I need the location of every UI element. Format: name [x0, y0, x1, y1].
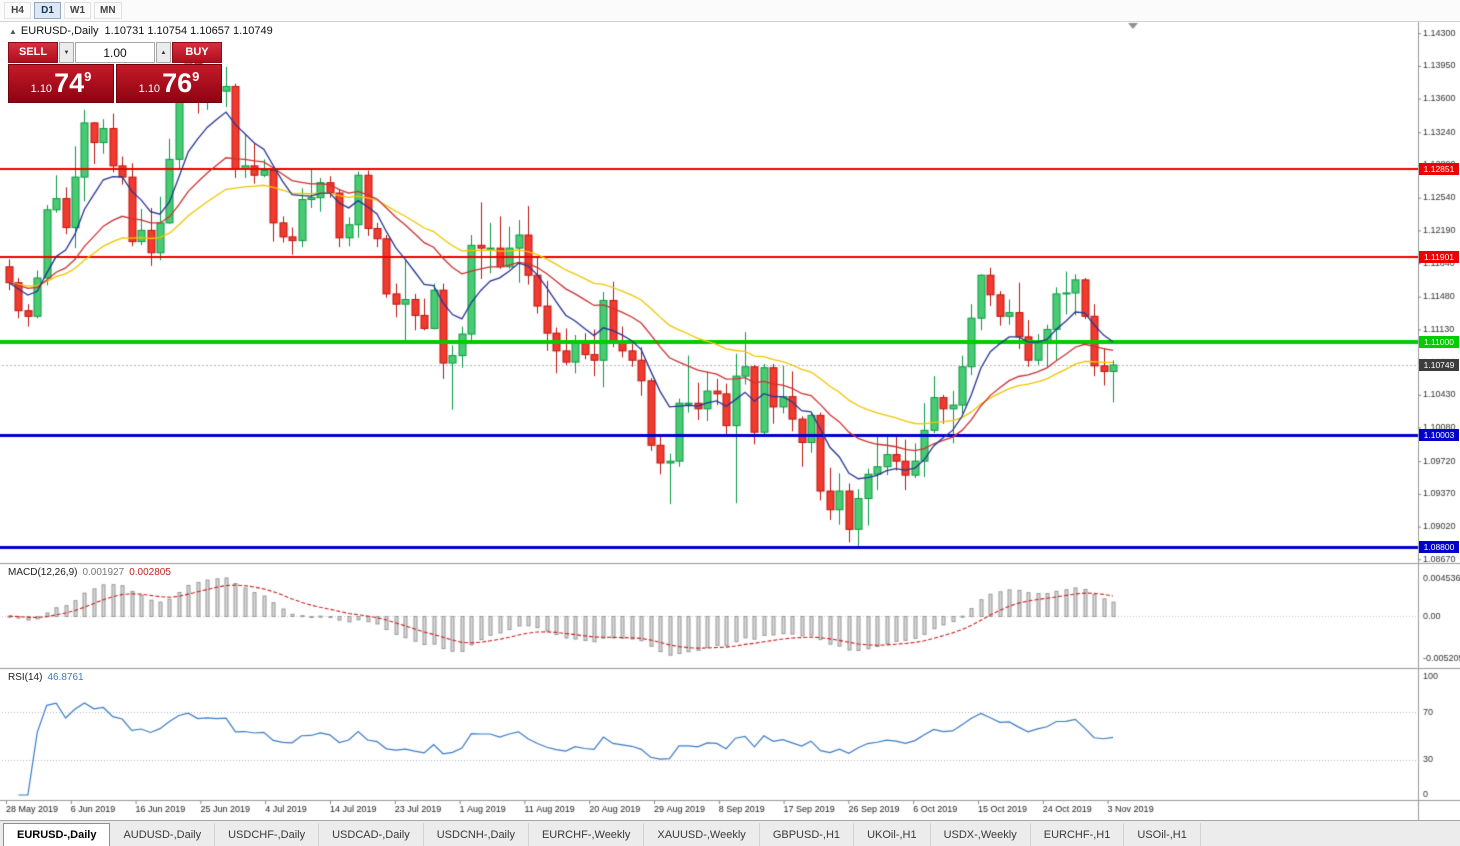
chart-tab-1[interactable]: EURUSD-,Daily	[3, 823, 111, 846]
sell-price-pip: 9	[84, 69, 92, 84]
macd-value: 0.001927	[82, 567, 125, 578]
rsi-indicator-label: RSI(14) 46.8761	[8, 672, 84, 683]
chart-tab-9[interactable]: UKOil-,H1	[854, 823, 931, 846]
chart-tab-5[interactable]: USDCNH-,Daily	[424, 823, 529, 846]
macd-signal-value: 0.002805	[129, 567, 171, 578]
timeframe-button-h4[interactable]: H4	[4, 2, 31, 19]
volume-increase-icon[interactable]: ▲	[156, 42, 171, 63]
chart-tab-12[interactable]: USOil-,H1	[1124, 823, 1201, 846]
price-tag-1.11901: 1.11901	[1419, 251, 1459, 263]
sell-price-display[interactable]: 1.10 74 9	[8, 64, 114, 103]
sell-price-prefix: 1.10	[30, 82, 53, 95]
chart-tab-2[interactable]: AUDUSD-,Daily	[110, 823, 216, 846]
macd-indicator-label: MACD(12,26,9) 0.001927 0.002805	[8, 567, 171, 578]
sell-button[interactable]: SELL	[8, 42, 58, 63]
chart-title: ▲ EURUSD-,Daily 1.10731 1.10754 1.10657 1.…	[9, 25, 273, 37]
one-click-trading-panel: SELL ▼ ▲ BUY 1.10 74 9 1.10 76 9	[8, 42, 222, 103]
volume-input[interactable]	[75, 42, 155, 63]
buy-price-big: 76	[162, 68, 193, 98]
timeframe-button-w1[interactable]: W1	[64, 2, 91, 19]
price-tag-1.08800: 1.08800	[1419, 541, 1459, 553]
price-tag-1.10003: 1.10003	[1419, 429, 1459, 441]
timeframe-button-mn[interactable]: MN	[94, 2, 122, 19]
rsi-value: 46.8761	[47, 672, 84, 683]
rsi-name: RSI(14)	[8, 672, 43, 683]
chart-tab-10[interactable]: USDX-,Weekly	[931, 823, 1031, 846]
timeframe-button-d1[interactable]: D1	[34, 2, 61, 19]
chart-tab-4[interactable]: USDCAD-,Daily	[319, 823, 424, 846]
macd-name: MACD(12,26,9)	[8, 567, 78, 578]
price-tag-1.11000: 1.11000	[1419, 336, 1459, 348]
chart-tab-8[interactable]: GBPUSD-,H1	[760, 823, 855, 846]
buy-price-prefix: 1.10	[138, 82, 161, 95]
timeframe-toolbar: H4 D1 W1 MN	[0, 0, 1460, 22]
chart-tab-6[interactable]: EURCHF-,Weekly	[529, 823, 645, 846]
buy-price-display[interactable]: 1.10 76 9	[116, 64, 222, 103]
chart-ohlc-values: 1.10731 1.10754 1.10657 1.10749	[104, 25, 273, 37]
price-tag-1.12851: 1.12851	[1419, 163, 1459, 175]
buy-price-pip: 9	[192, 69, 200, 84]
chart-tab-11[interactable]: EURCHF-,H1	[1031, 823, 1125, 846]
chart-tab-7[interactable]: XAUUSD-,Weekly	[644, 823, 760, 846]
buy-button[interactable]: BUY	[172, 42, 222, 63]
volume-decrease-icon[interactable]: ▼	[59, 42, 74, 63]
chart-tab-3[interactable]: USDCHF-,Daily	[215, 823, 320, 846]
chart-tab-bar: EURUSD-,Daily AUDUSD-,Daily USDCHF-,Daily U…	[0, 820, 1460, 846]
chart-symbol-period: EURUSD-,Daily	[20, 25, 99, 37]
price-tag-1.10749: 1.10749	[1419, 359, 1459, 371]
sell-price-big: 74	[54, 68, 85, 98]
collapse-panel-icon[interactable]: ▲	[9, 27, 17, 36]
